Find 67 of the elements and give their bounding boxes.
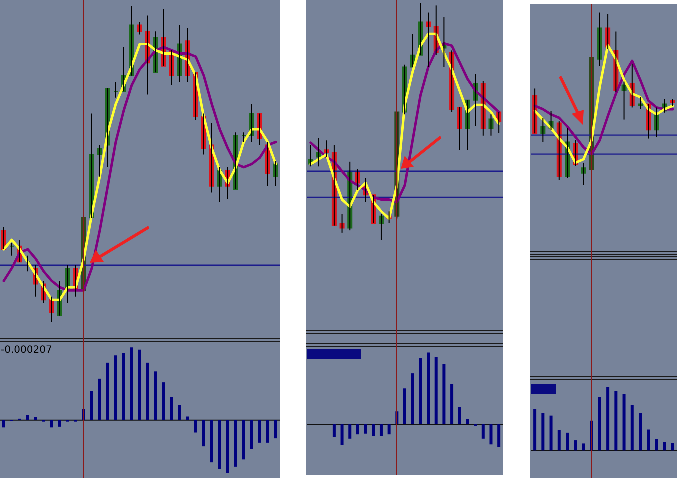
bar: [372, 424, 376, 436]
bar: [178, 405, 182, 420]
bar: [434, 357, 438, 425]
bar: [274, 420, 278, 439]
bar: [194, 420, 198, 433]
bar: [250, 420, 254, 450]
bar: [162, 382, 166, 420]
bar: [146, 362, 150, 420]
bar: [639, 413, 642, 451]
bar: [574, 440, 578, 451]
bar: [622, 394, 626, 451]
bar: [226, 420, 230, 474]
bar: [266, 420, 270, 443]
bar: [466, 420, 470, 425]
bar: [90, 391, 94, 420]
bar: [130, 348, 134, 420]
bar: [356, 424, 360, 435]
bar: [671, 443, 674, 451]
bar: [498, 424, 501, 448]
bar: [380, 424, 383, 436]
bar: [542, 413, 545, 451]
bar: [340, 424, 344, 446]
bar: [122, 353, 126, 420]
bar: [566, 432, 569, 451]
bar: [258, 420, 262, 443]
bar: [534, 410, 537, 451]
bar: [614, 391, 618, 451]
bar: [2, 420, 6, 428]
bar: [364, 424, 368, 434]
bar: [404, 388, 406, 425]
bar: [34, 417, 38, 420]
bar: [170, 397, 174, 420]
bar: [242, 420, 246, 460]
bar: [154, 372, 158, 420]
bar: [348, 424, 352, 439]
bar: [210, 420, 214, 463]
bar: [332, 424, 336, 438]
bar: [427, 352, 430, 425]
bar: [202, 420, 206, 447]
bar: [582, 444, 586, 451]
bar: [630, 405, 634, 451]
bar: [598, 397, 602, 451]
bar: [218, 420, 222, 470]
bar: [490, 424, 493, 445]
bar: [234, 420, 238, 467]
bar: [550, 416, 553, 451]
bar: [58, 420, 62, 427]
bar: [647, 430, 650, 451]
bar: [482, 424, 485, 439]
bar: [558, 430, 561, 451]
bar: [458, 407, 462, 425]
bar: [655, 439, 658, 451]
bar: [663, 442, 666, 451]
bar: [138, 350, 142, 420]
bar: [26, 415, 30, 420]
bar: [442, 364, 446, 425]
bar: [419, 358, 422, 425]
bar: [450, 384, 454, 425]
bar: [106, 362, 110, 420]
bar: [98, 378, 102, 420]
bar: [388, 424, 391, 435]
bar: [114, 356, 118, 420]
bar: [606, 387, 610, 451]
annotation: -0.000207: [1, 345, 52, 356]
bar: [186, 416, 190, 420]
bar: [411, 374, 414, 425]
bar: [50, 420, 54, 428]
